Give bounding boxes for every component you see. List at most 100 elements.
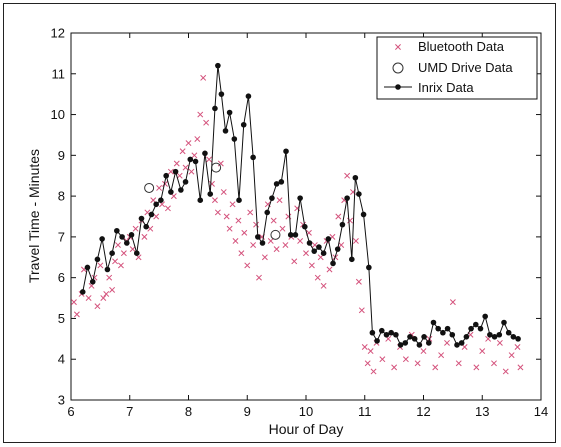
bluetooth-point: [132, 225, 139, 232]
inrix-point: [463, 333, 470, 340]
y-tick-label: 4: [58, 352, 65, 367]
legend: Bluetooth Data UMD Drive Data Inrix Data: [376, 36, 538, 100]
bluetooth-point: [194, 136, 201, 142]
inrix-point: [148, 211, 155, 218]
inrix-point: [402, 340, 409, 346]
bluetooth-point: [185, 140, 192, 147]
x-tick-label: 14: [534, 404, 548, 419]
bluetooth-point: [120, 250, 127, 257]
x-tick-label: 10: [299, 404, 313, 419]
inrix-point: [411, 336, 418, 342]
bluetooth-point: [211, 197, 218, 204]
bluetooth-point: [191, 152, 198, 159]
inrix-point: [168, 189, 174, 195]
bluetooth-point: [167, 168, 174, 175]
inrix-point: [240, 121, 247, 128]
bluetooth-point: [367, 348, 374, 355]
y-tick-label: 5: [58, 311, 65, 326]
bluetooth-point: [279, 225, 286, 232]
bluetooth-point: [395, 44, 401, 50]
inrix-point: [119, 234, 125, 240]
inrix-point: [153, 201, 159, 208]
inrix-point: [487, 331, 493, 338]
umd-point: [211, 162, 222, 173]
inrix-point: [94, 256, 101, 263]
bluetooth-point: [209, 180, 215, 187]
inrix-point: [496, 331, 503, 338]
bluetooth-point: [449, 299, 456, 306]
inrix-point: [425, 340, 432, 346]
inrix-point: [366, 264, 372, 271]
y-tick-label: 6: [58, 270, 65, 285]
bluetooth-point: [162, 180, 168, 187]
inrix-point: [255, 234, 261, 240]
bluetooth-point: [358, 307, 365, 314]
inrix-point: [515, 336, 521, 342]
inrix-point: [349, 256, 355, 263]
inrix-point: [104, 266, 111, 273]
inrix-point: [84, 264, 91, 271]
inrix-point: [207, 191, 214, 197]
x-tick-label: 13: [475, 404, 489, 419]
inrix-point: [472, 321, 479, 328]
bluetooth-point: [223, 213, 230, 220]
bluetooth-point: [173, 160, 180, 167]
legend-inrix-label: Inrix Data: [418, 80, 474, 95]
inrix-point: [212, 105, 218, 112]
inrix-point: [454, 342, 460, 348]
legend-bluetooth-label: Bluetooth Data: [418, 39, 505, 54]
inrix-point: [297, 195, 303, 201]
inrix-point: [231, 136, 238, 142]
bluetooth-point: [235, 217, 242, 224]
inrix-point: [99, 236, 105, 242]
bluetooth-point: [244, 262, 251, 269]
inrix-point: [202, 150, 208, 157]
inrix-point: [501, 319, 507, 326]
bluetooth-point: [355, 278, 362, 285]
bluetooth-point: [402, 356, 409, 363]
bluetooth-point: [85, 295, 92, 302]
axis-ticks: 6 7 8 9 10 11 12 13 14 3 4 5 6 7 8 9 10 11 12: [51, 26, 549, 420]
inrix-point: [182, 179, 189, 185]
legend-umd-label: UMD Drive Data: [418, 60, 513, 75]
inrix-line: [82, 65, 519, 346]
bluetooth-point: [335, 213, 342, 220]
inrix-point: [236, 197, 242, 203]
inrix-point: [222, 128, 229, 134]
umd-point: [144, 182, 155, 193]
bluetooth-point: [291, 258, 298, 265]
inrix-point: [482, 313, 488, 320]
bluetooth-point: [100, 295, 107, 302]
bluetooth-point: [179, 148, 186, 155]
bluetooth-point: [229, 201, 236, 208]
bluetooth-point: [379, 356, 386, 363]
bluetooth-point: [129, 246, 136, 253]
bluetooth-point: [176, 172, 183, 179]
bluetooth-point: [326, 266, 333, 273]
legend-box: [376, 36, 538, 100]
bluetooth-point: [115, 242, 121, 248]
inrix-point: [79, 289, 86, 295]
inrix-point: [287, 232, 294, 238]
inrix-point: [138, 215, 145, 222]
inrix-point: [311, 248, 318, 254]
bluetooth-point: [261, 254, 268, 261]
inrix-point: [374, 338, 380, 344]
legend-umd-marker: [392, 62, 404, 74]
bluetooth-point: [496, 339, 503, 346]
bluetooth-point: [217, 160, 224, 167]
bluetooth-point: [103, 291, 110, 297]
bluetooth-point: [391, 364, 398, 371]
inrix-point: [468, 325, 474, 332]
y-tick-label: 3: [58, 393, 65, 408]
inrix-point: [192, 158, 199, 165]
bluetooth-point: [197, 111, 204, 118]
bluetooth-point: [112, 258, 119, 265]
bluetooth-point: [314, 274, 321, 281]
inrix-point: [172, 168, 179, 175]
bluetooth-point: [455, 360, 462, 367]
x-tick-label: 6: [67, 404, 74, 419]
bluetooth-point: [308, 262, 315, 269]
bluetooth-point: [420, 348, 427, 355]
bluetooth-point: [220, 189, 227, 195]
